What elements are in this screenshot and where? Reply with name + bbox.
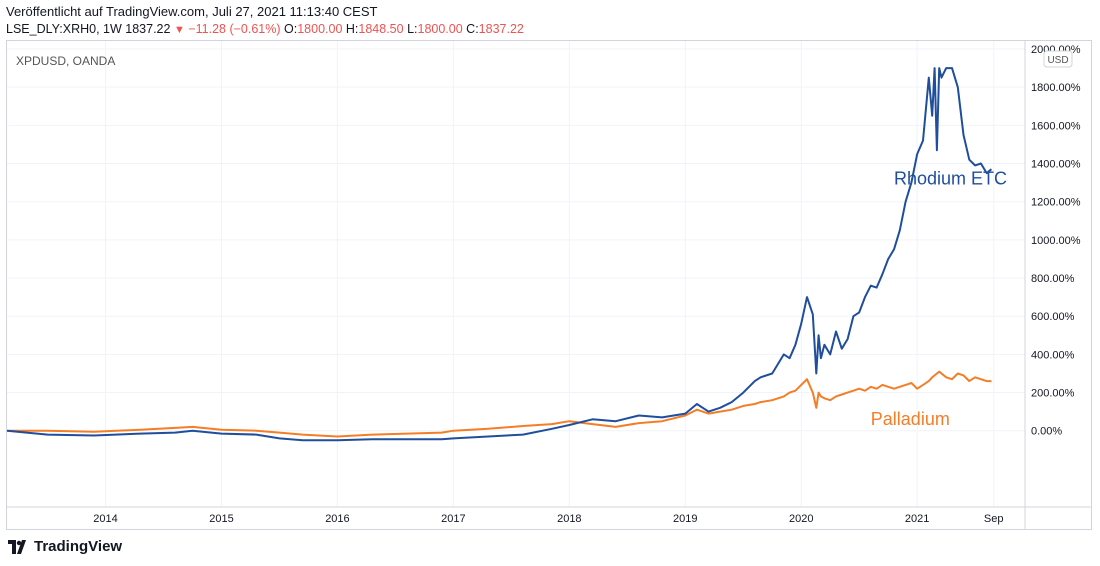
chart-frame[interactable]: 0.00% 200.00% 400.00% 600.00% 800.00% 1000.00…	[6, 40, 1092, 530]
down-arrow-icon: ▼	[173, 24, 185, 36]
open-label: O:	[284, 22, 298, 36]
currency-badge[interactable]	[1043, 50, 1073, 68]
price-change: −11.28 (−0.61%)	[188, 22, 281, 36]
y-tick-label: 800.00%	[1031, 273, 1075, 285]
high-value: 1848.50	[358, 22, 404, 36]
tradingview-brand[interactable]: TradingView	[8, 538, 122, 555]
y-tick-label: 1400.00%	[1031, 159, 1081, 171]
y-tick-label: 600.00%	[1031, 311, 1075, 323]
x-tick-label: Sep	[984, 513, 1004, 525]
tradingview-logo-icon	[8, 539, 26, 554]
high-label: H:	[345, 22, 359, 36]
series-line-rhodium-etc	[6, 67, 993, 442]
x-tick-label: 2014	[93, 513, 117, 525]
close-label: C:	[466, 22, 479, 36]
series-label-rhodium-etc: Rhodium ETC	[894, 169, 1007, 189]
series-line-palladium	[7, 370, 992, 438]
time-axis[interactable]: 2014 2015 2016 2017 2018 2019 2020 2021 Sep	[93, 513, 1003, 525]
x-tick-label: 2019	[673, 513, 697, 525]
y-tick-label: 0.00%	[1031, 426, 1062, 438]
price-axis[interactable]: 0.00% 200.00% 400.00% 600.00% 800.00% 1000.00…	[1031, 44, 1081, 438]
y-tick-label: 1000.00%	[1031, 235, 1081, 247]
x-tick-label: 2017	[441, 513, 465, 525]
low-label: L:	[407, 22, 418, 36]
compare-symbol-label: XPDUSD, OANDA	[16, 54, 115, 68]
x-tick-label: 2015	[209, 513, 233, 525]
currency-label: USD	[1047, 55, 1068, 66]
published-caption: Veröffentlicht auf TradingView.com, Juli…	[6, 4, 378, 19]
last-price: 1837.22	[125, 22, 171, 36]
x-tick-label: 2016	[325, 513, 349, 525]
series-lines	[6, 67, 993, 442]
y-tick-label: 1200.00%	[1031, 197, 1081, 209]
brand-name: TradingView	[34, 538, 123, 555]
y-tick-label: 400.00%	[1031, 349, 1075, 361]
y-tick-label: 200.00%	[1031, 388, 1075, 400]
series-label-palladium: Palladium	[871, 409, 950, 429]
symbol-label: LSE_DLY:XRH0, 1W	[6, 22, 122, 36]
close-value: 1837.22	[478, 22, 524, 36]
ohlc-legend: LSE_DLY:XRH0, 1W 1837.22 ▼ −11.28 (−0.61…	[6, 22, 524, 36]
chart-grid	[7, 41, 1025, 507]
y-tick-label: 1800.00%	[1031, 82, 1081, 94]
open-value: 1800.00	[297, 22, 343, 36]
x-tick-label: 2018	[557, 513, 581, 525]
price-chart[interactable]: 0.00% 200.00% 400.00% 600.00% 800.00% 1000.00…	[6, 41, 1091, 529]
y-tick-label: 1600.00%	[1031, 120, 1081, 132]
x-tick-label: 2021	[905, 513, 929, 525]
series-labels: Rhodium ETC Palladium	[871, 169, 1007, 429]
x-tick-label: 2020	[789, 513, 813, 525]
low-value: 1800.00	[417, 22, 463, 36]
